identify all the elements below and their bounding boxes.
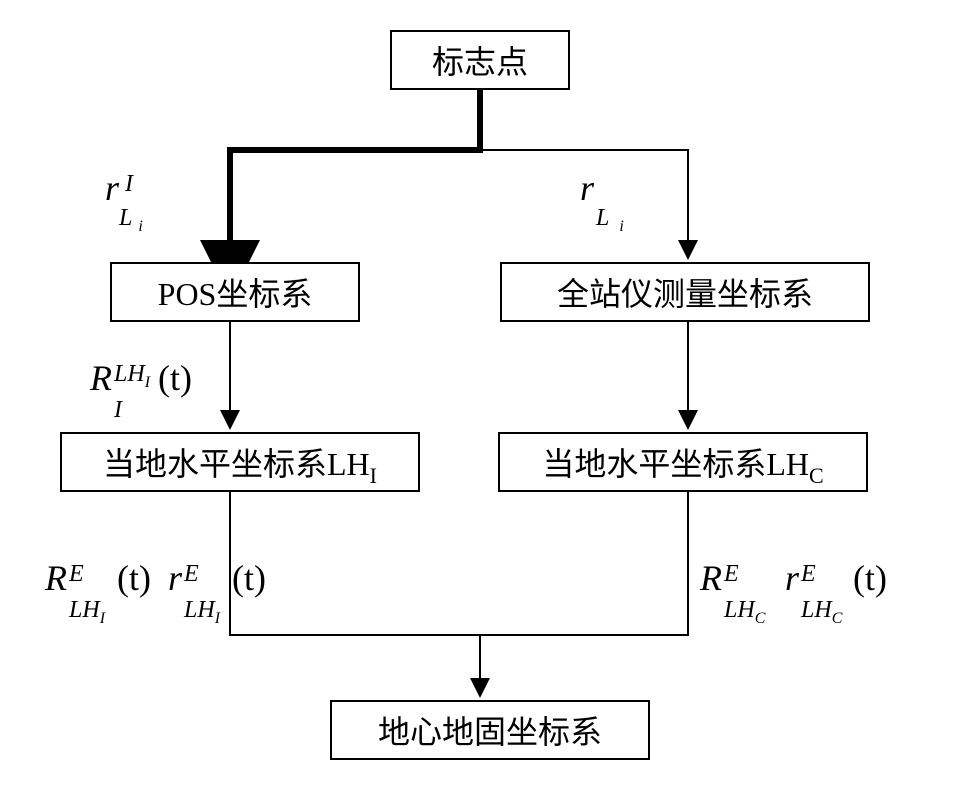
node-right-mid: 全站仪测量坐标系	[500, 262, 870, 322]
node-left-mid-label: POS坐标系	[158, 269, 313, 315]
node-bottom: 地心地固坐标系	[330, 700, 650, 760]
edge-label-r-left: r I Li	[105, 170, 145, 206]
node-left-lh: 当地水平坐标系LHI	[60, 432, 420, 492]
edge-label-R-left-mid: R LHI I (t)	[90, 360, 192, 396]
node-top-label: 标志点	[432, 37, 528, 83]
edge-label-r-right: r Li	[580, 170, 630, 206]
edge-label-bottom-left: R E LHI (t) r E LHI (t)	[45, 560, 266, 596]
node-top: 标志点	[390, 30, 570, 90]
flowchart-canvas: 标志点 POS坐标系 全站仪测量坐标系 当地水平坐标系LHI 当地水平坐标系LH…	[0, 0, 962, 796]
edges-svg	[0, 0, 962, 796]
node-right-mid-label: 全站仪测量坐标系	[557, 269, 813, 315]
node-left-mid: POS坐标系	[110, 262, 360, 322]
node-right-lh: 当地水平坐标系LHC	[498, 432, 868, 492]
node-left-lh-label: 当地水平坐标系LHI	[103, 439, 377, 485]
node-bottom-label: 地心地固坐标系	[378, 707, 602, 753]
node-right-lh-label: 当地水平坐标系LHC	[542, 439, 823, 485]
edge-label-bottom-right: R E LHC r E LHC (t)	[700, 560, 887, 596]
